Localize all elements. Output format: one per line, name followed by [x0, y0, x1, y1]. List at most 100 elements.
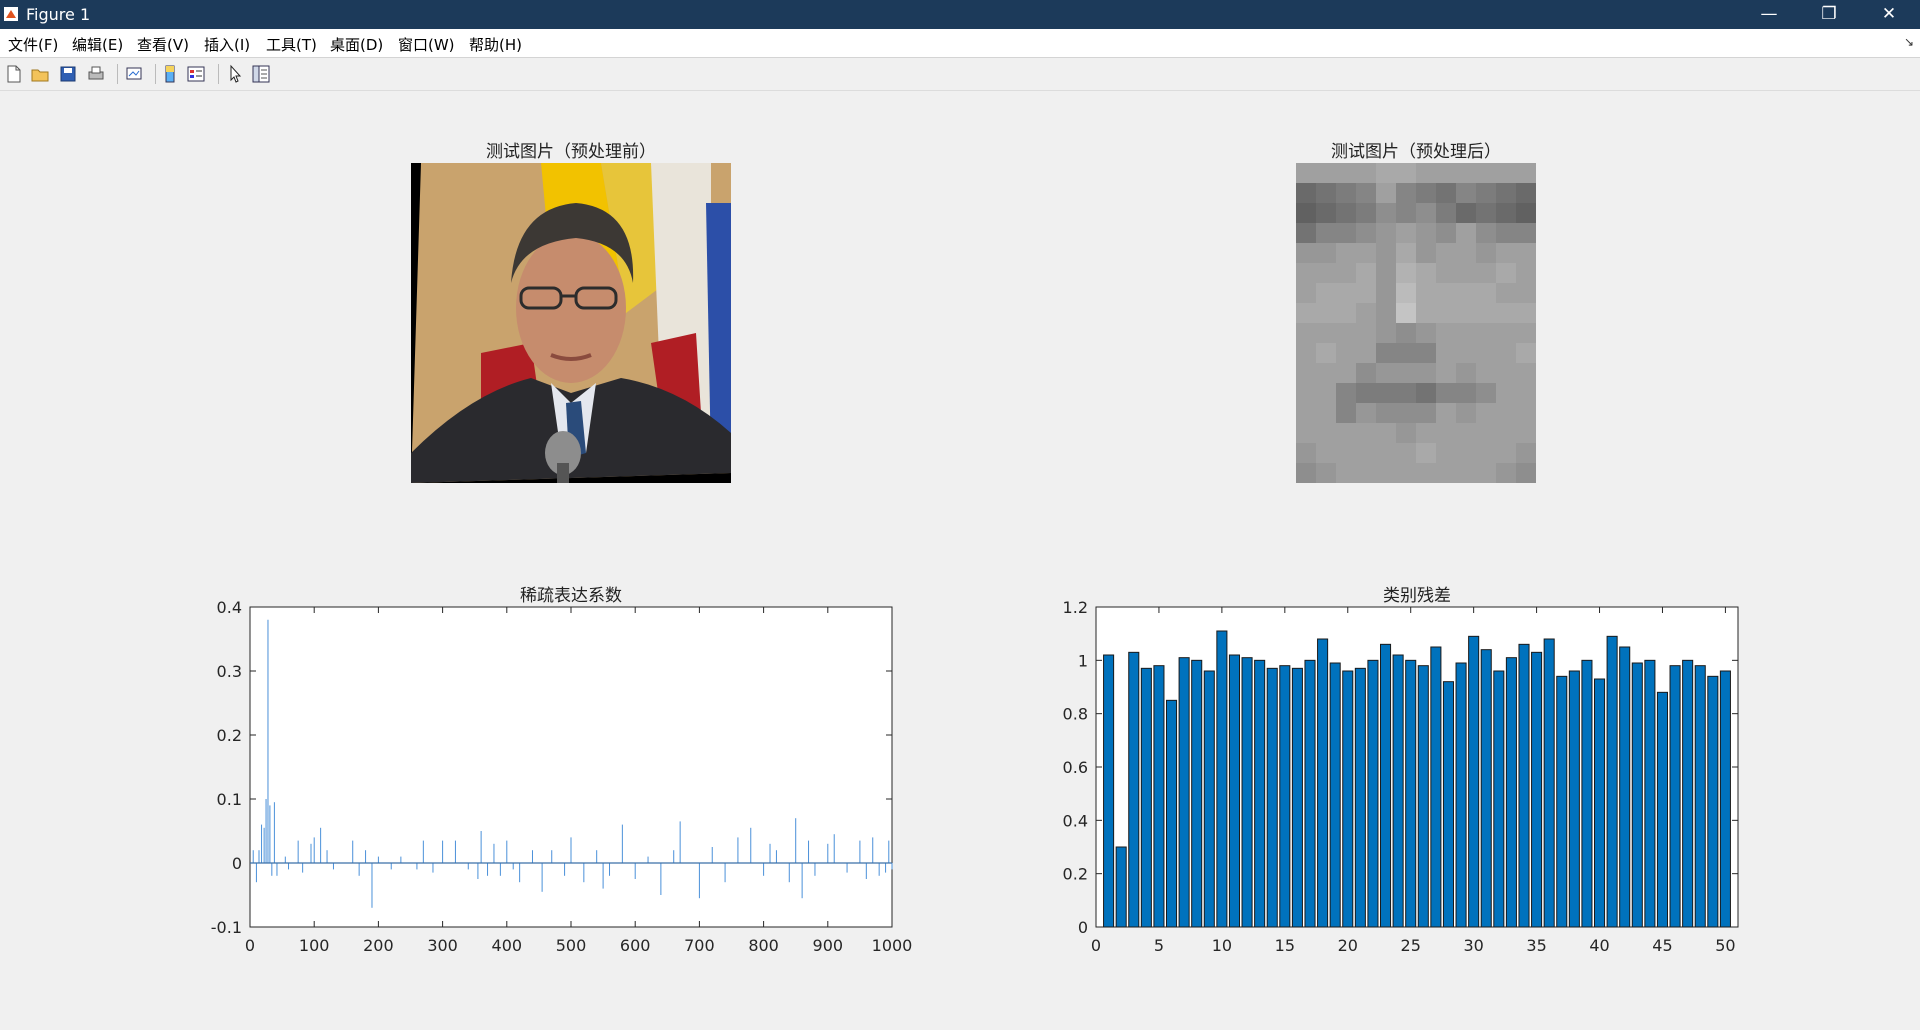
pixel-cell	[1436, 263, 1456, 283]
residual-bar	[1682, 659, 1694, 928]
new-figure-icon[interactable]	[4, 64, 24, 84]
residual-bar	[1203, 670, 1215, 928]
menu-help[interactable]: 帮助(H)	[469, 36, 522, 54]
pixel-cell	[1336, 163, 1356, 183]
pixel-cell	[1396, 343, 1416, 363]
pixel-cell	[1436, 423, 1456, 443]
minimize-button[interactable]: —	[1760, 4, 1778, 24]
pixel-cell	[1356, 463, 1376, 483]
residual-bar	[1128, 651, 1140, 928]
pixel-cell	[1416, 423, 1436, 443]
figure-toolbar	[0, 58, 1920, 91]
pixel-cell	[1496, 303, 1516, 323]
residual-bar	[1140, 667, 1152, 928]
close-button[interactable]: ✕	[1881, 4, 1897, 24]
menu-edit[interactable]: 编辑(E)	[72, 36, 124, 54]
menu-file[interactable]: 文件(F)	[8, 36, 59, 54]
pixel-cell	[1356, 223, 1376, 243]
pixel-cell	[1516, 243, 1536, 263]
pixel-cell	[1496, 183, 1516, 203]
residual-bar	[1606, 635, 1618, 928]
image2-title: 测试图片（预处理后）	[1331, 142, 1501, 162]
pixel-cell	[1496, 323, 1516, 343]
y-tick-label: 0.1	[217, 790, 242, 809]
x-tick-label: 25	[1401, 936, 1421, 955]
property-inspector-icon[interactable]	[251, 64, 271, 84]
pixel-cell	[1516, 163, 1536, 183]
residual-bar	[1694, 665, 1706, 928]
pixel-cell	[1416, 163, 1436, 183]
pixel-cell	[1396, 423, 1416, 443]
menu-view[interactable]: 查看(V)	[137, 36, 189, 54]
pixel-cell	[1476, 343, 1496, 363]
legend-icon[interactable]	[186, 64, 206, 84]
pixel-cell	[1396, 263, 1416, 283]
pixel-cell	[1416, 243, 1436, 263]
restore-button[interactable]: ❐	[1821, 4, 1837, 24]
pixel-cell	[1376, 443, 1396, 463]
pixel-cell	[1516, 263, 1536, 283]
menu-desktop[interactable]: 桌面(D)	[330, 36, 384, 54]
x-tick-label: 1000	[872, 936, 913, 955]
pixel-cell	[1416, 343, 1436, 363]
pixel-cell	[1336, 183, 1356, 203]
save-icon[interactable]	[58, 64, 78, 84]
residual-bar	[1493, 670, 1505, 928]
residual-bar	[1241, 657, 1253, 928]
menu-tools[interactable]: 工具(T)	[266, 36, 317, 54]
x-tick-label: 20	[1338, 936, 1358, 955]
pixel-cell	[1436, 283, 1456, 303]
pixel-cell	[1496, 163, 1516, 183]
pixel-cell	[1336, 283, 1356, 303]
pixel-cell	[1456, 303, 1476, 323]
pixel-cell	[1356, 443, 1376, 463]
pixel-cell	[1376, 403, 1396, 423]
pixel-cell	[1316, 263, 1336, 283]
colorbar-icon[interactable]	[160, 64, 180, 84]
pixel-cell	[1476, 203, 1496, 223]
pixel-cell	[1316, 383, 1336, 403]
residual-bar	[1103, 654, 1115, 928]
link-plot-icon[interactable]	[124, 64, 144, 84]
x-tick-label: 300	[427, 936, 458, 955]
pixel-cell	[1516, 403, 1536, 423]
residual-bar	[1405, 659, 1417, 928]
residual-bar	[1379, 643, 1392, 928]
print-icon[interactable]	[86, 64, 106, 84]
pixel-cell	[1496, 463, 1516, 483]
y-tick-label: 0.2	[217, 726, 242, 745]
pixel-cell	[1396, 163, 1416, 183]
x-tick-label: 40	[1589, 936, 1609, 955]
residual-bar	[1228, 654, 1241, 928]
pixel-cell	[1436, 403, 1456, 423]
pixel-cell	[1336, 263, 1356, 283]
pixel-cell	[1376, 303, 1396, 323]
residual-bar	[1317, 638, 1329, 928]
pixel-cell	[1376, 383, 1396, 403]
open-file-icon[interactable]	[30, 64, 50, 84]
x-tick-label: 30	[1463, 936, 1483, 955]
pixel-cell	[1376, 223, 1396, 243]
pixel-cell	[1296, 463, 1316, 483]
pixel-cell	[1376, 183, 1396, 203]
dock-arrow-icon[interactable]: ↘	[1903, 35, 1914, 49]
y-tick-label: 0.8	[1063, 705, 1088, 724]
residual-bar	[1707, 675, 1719, 928]
pixel-cell	[1476, 303, 1496, 323]
residual-bar	[1593, 678, 1606, 928]
pixel-cell	[1456, 283, 1476, 303]
edit-plot-pointer-icon[interactable]	[225, 64, 245, 84]
pixel-cell	[1316, 443, 1336, 463]
menu-insert[interactable]: 插入(I)	[204, 36, 251, 54]
pixel-cell	[1476, 443, 1496, 463]
menu-window[interactable]: 窗口(W)	[398, 36, 455, 54]
pixel-cell	[1396, 463, 1416, 483]
residual-bar	[1279, 665, 1291, 928]
pixel-cell	[1336, 383, 1356, 403]
residual-bar	[1430, 646, 1442, 928]
pixel-cell	[1296, 343, 1316, 363]
pixel-cell	[1476, 323, 1496, 343]
pixel-cell	[1376, 323, 1396, 343]
pixel-cell	[1336, 343, 1356, 363]
